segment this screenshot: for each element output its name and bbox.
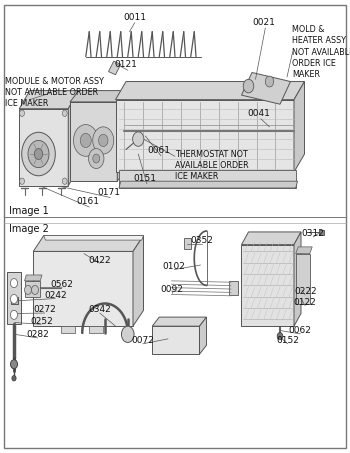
Text: 0102: 0102 xyxy=(163,262,186,271)
Circle shape xyxy=(265,76,274,87)
Circle shape xyxy=(121,326,134,342)
Circle shape xyxy=(99,134,108,147)
Polygon shape xyxy=(116,82,304,100)
Text: Image 2: Image 2 xyxy=(9,224,49,234)
Polygon shape xyxy=(319,230,324,235)
Polygon shape xyxy=(296,247,312,254)
Circle shape xyxy=(22,132,55,176)
Circle shape xyxy=(10,279,18,288)
Circle shape xyxy=(62,178,67,184)
Polygon shape xyxy=(296,254,310,304)
Text: 0222: 0222 xyxy=(294,287,316,296)
Circle shape xyxy=(34,149,43,159)
Polygon shape xyxy=(7,272,21,324)
Polygon shape xyxy=(116,100,294,172)
Text: 0171: 0171 xyxy=(97,188,120,197)
Circle shape xyxy=(89,149,104,169)
Polygon shape xyxy=(241,72,290,104)
Polygon shape xyxy=(33,236,144,251)
Polygon shape xyxy=(11,297,18,304)
Polygon shape xyxy=(152,326,200,354)
Polygon shape xyxy=(294,82,304,172)
Circle shape xyxy=(20,178,25,184)
Text: 0252: 0252 xyxy=(30,317,52,326)
Text: 0242: 0242 xyxy=(44,291,66,300)
Text: 0062: 0062 xyxy=(289,326,312,335)
Text: THERMOSTAT NOT
AVAILABLE ORDER
ICE MAKER: THERMOSTAT NOT AVAILABLE ORDER ICE MAKER xyxy=(175,150,248,181)
Polygon shape xyxy=(25,281,40,297)
Polygon shape xyxy=(117,91,126,181)
Polygon shape xyxy=(61,326,75,333)
Polygon shape xyxy=(70,102,117,181)
Text: 0011: 0011 xyxy=(123,13,146,22)
Polygon shape xyxy=(89,326,103,333)
Circle shape xyxy=(93,127,114,154)
Circle shape xyxy=(10,310,18,319)
Text: 0072: 0072 xyxy=(131,336,154,345)
Polygon shape xyxy=(119,181,298,188)
Text: 0122: 0122 xyxy=(294,298,316,307)
Text: 0121: 0121 xyxy=(114,60,138,69)
Text: 0562: 0562 xyxy=(51,280,74,289)
Text: 0021: 0021 xyxy=(253,18,276,27)
Polygon shape xyxy=(133,236,144,326)
Circle shape xyxy=(10,360,18,369)
Polygon shape xyxy=(199,317,206,354)
Circle shape xyxy=(277,333,283,340)
Text: MOLD &
HEATER ASSY
NOT AVAILABLE
ORDER ICE
MAKER: MOLD & HEATER ASSY NOT AVAILABLE ORDER I… xyxy=(292,25,350,79)
Circle shape xyxy=(20,110,25,116)
Text: 0041: 0041 xyxy=(247,109,271,118)
Text: 0061: 0061 xyxy=(148,146,171,155)
Circle shape xyxy=(25,285,32,294)
Text: 0161: 0161 xyxy=(76,197,99,206)
Polygon shape xyxy=(294,232,301,326)
Text: 0312: 0312 xyxy=(302,229,325,238)
Polygon shape xyxy=(241,232,301,245)
Text: 0422: 0422 xyxy=(89,255,111,265)
Circle shape xyxy=(93,154,100,163)
Circle shape xyxy=(243,79,254,93)
Text: 0282: 0282 xyxy=(27,330,49,339)
Polygon shape xyxy=(19,91,79,109)
Circle shape xyxy=(32,285,38,294)
Text: 0342: 0342 xyxy=(88,305,111,314)
Circle shape xyxy=(10,294,18,304)
Polygon shape xyxy=(241,245,294,326)
Polygon shape xyxy=(184,238,191,249)
Polygon shape xyxy=(19,109,68,186)
Polygon shape xyxy=(229,281,238,295)
Polygon shape xyxy=(108,61,121,75)
Text: MODULE & MOTOR ASSY
NOT AVAILABLE ORDER
ICE MAKER: MODULE & MOTOR ASSY NOT AVAILABLE ORDER … xyxy=(5,77,104,108)
Circle shape xyxy=(62,110,67,116)
Circle shape xyxy=(12,376,16,381)
Circle shape xyxy=(133,132,144,146)
Circle shape xyxy=(80,133,91,148)
Text: 0151: 0151 xyxy=(134,174,157,183)
Text: 0352: 0352 xyxy=(191,236,214,245)
Polygon shape xyxy=(119,170,296,188)
Polygon shape xyxy=(33,251,133,326)
Circle shape xyxy=(28,140,49,168)
Text: Image 1: Image 1 xyxy=(9,206,49,216)
Polygon shape xyxy=(68,91,79,186)
Polygon shape xyxy=(25,275,42,281)
Polygon shape xyxy=(152,317,206,326)
Text: 0272: 0272 xyxy=(34,305,56,314)
Polygon shape xyxy=(70,91,126,102)
Text: 0092: 0092 xyxy=(160,285,183,294)
Circle shape xyxy=(74,125,98,156)
Polygon shape xyxy=(44,236,144,240)
Text: 0152: 0152 xyxy=(276,336,299,345)
